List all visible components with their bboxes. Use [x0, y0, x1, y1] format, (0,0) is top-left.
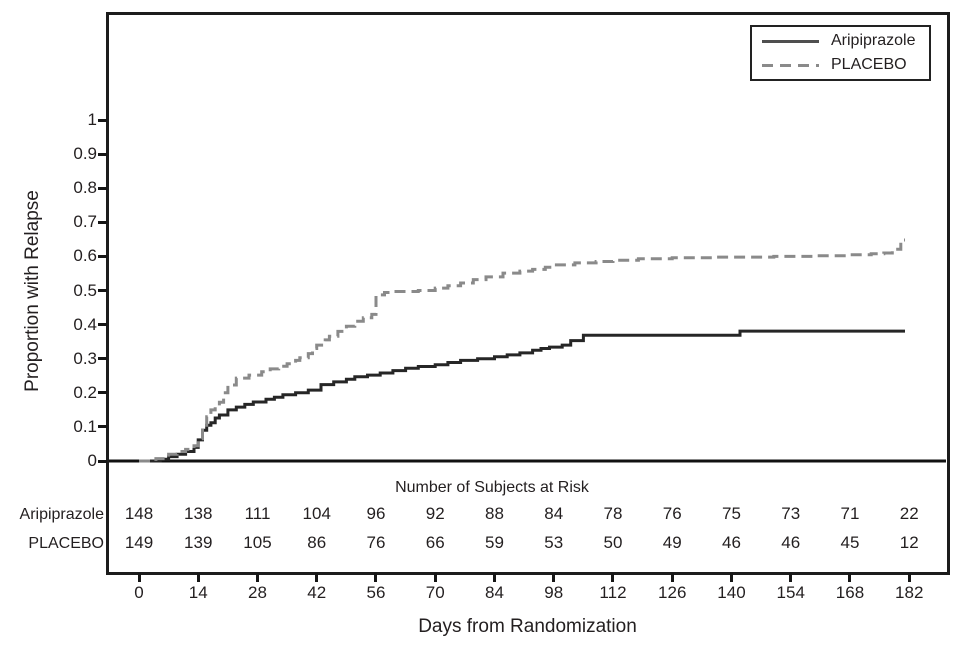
at-risk-count: 75: [722, 504, 741, 523]
at-risk-count: 138: [184, 504, 213, 523]
at-risk-count: 45: [840, 533, 860, 552]
x-tick-label: 42: [307, 583, 327, 602]
at-risk-count: 148: [124, 504, 154, 523]
x-tick-label: 28: [248, 583, 267, 602]
y-tick-mark: [98, 323, 107, 327]
at-risk-count: 46: [722, 533, 741, 552]
y-tick-mark: [98, 118, 107, 122]
y-tick-label: 0.4: [73, 314, 97, 334]
x-tick-mark: [729, 573, 733, 582]
x-tick-mark: [196, 573, 200, 582]
y-tick-label: 0.3: [73, 348, 97, 368]
x-tick-label: 168: [835, 583, 865, 602]
at-risk-count: 104: [302, 504, 331, 523]
x-tick-label: 70: [425, 583, 445, 602]
y-tick-mark: [98, 186, 107, 190]
x-tick-mark: [552, 573, 556, 582]
dashed-line-sample-icon: [762, 63, 819, 67]
y-tick-label: 0.6: [73, 246, 97, 266]
legend-label-placebo: PLACEBO: [831, 56, 907, 73]
at-risk-count: 49: [662, 533, 682, 552]
legend: Aripiprazole PLACEBO: [750, 25, 931, 81]
at-risk-count: 73: [781, 504, 801, 523]
x-tick-mark: [137, 573, 141, 582]
x-tick-label: 0: [134, 583, 144, 602]
at-risk-count: 50: [603, 533, 623, 552]
x-tick-mark: [433, 573, 437, 582]
legend-item-aripiprazole: Aripiprazole: [762, 32, 925, 50]
y-tick-mark: [98, 152, 107, 156]
x-tick-label: 182: [895, 583, 924, 602]
x-tick-mark: [492, 573, 496, 582]
at-risk-count: 59: [485, 533, 504, 552]
x-tick-label: 126: [658, 583, 687, 602]
x-tick-label: 56: [366, 583, 386, 602]
x-tick-label: 140: [717, 583, 746, 602]
y-tick-mark: [98, 357, 107, 361]
x-tick-label: 84: [485, 583, 504, 602]
x-tick-mark: [315, 573, 319, 582]
at-risk-count: 78: [603, 504, 623, 523]
y-tick-mark: [98, 220, 107, 224]
at-risk-count: 66: [425, 533, 445, 552]
at-risk-count: 53: [544, 533, 564, 552]
y-tick-label: 1: [87, 110, 97, 129]
at-risk-count: 71: [840, 504, 860, 523]
y-tick-mark: [98, 459, 107, 463]
y-tick-mark: [98, 391, 107, 395]
at-risk-count: 96: [366, 504, 386, 523]
y-tick-label: 0.7: [73, 212, 97, 232]
x-tick-mark: [374, 573, 378, 582]
at-risk-count: 46: [781, 533, 801, 552]
at-risk-count: 22: [899, 504, 919, 523]
y-tick-label: 0.2: [73, 382, 97, 402]
y-tick-label: 0.5: [73, 280, 97, 300]
at-risk-count: 76: [366, 533, 386, 552]
x-tick-label: 154: [776, 583, 805, 602]
at-risk-title: Number of Subjects at Risk: [395, 479, 589, 496]
x-tick-label: 112: [599, 583, 627, 602]
at-risk-count: 88: [485, 504, 504, 523]
at-risk-count: 111: [244, 504, 271, 523]
x-tick-label: 14: [188, 583, 208, 602]
at-risk-count: 105: [243, 533, 272, 552]
at-risk-row-label-placebo: PLACEBO: [28, 535, 104, 552]
solid-line-sample-icon: [762, 39, 819, 43]
legend-label-aripiprazole: Aripiprazole: [831, 32, 916, 49]
x-tick-mark: [670, 573, 674, 582]
y-tick-label: 0: [87, 451, 97, 470]
at-risk-count: 84: [544, 504, 564, 523]
x-tick-mark: [255, 573, 259, 582]
x-tick-mark: [789, 573, 793, 582]
y-tick-label: 0.1: [73, 416, 97, 436]
y-tick-mark: [98, 289, 107, 292]
x-axis-title: Days from Randomization: [418, 616, 637, 637]
at-risk-count: 86: [307, 533, 327, 552]
at-risk-count: 139: [184, 533, 213, 552]
at-risk-count: 76: [662, 504, 682, 523]
y-tick-mark: [98, 425, 107, 429]
at-risk-count: 92: [425, 504, 445, 523]
at-risk-row-label-aripiprazole: Aripiprazole: [19, 506, 104, 523]
x-tick-mark: [907, 573, 911, 582]
legend-item-placebo: PLACEBO: [762, 56, 925, 74]
at-risk-count: 149: [124, 533, 154, 552]
y-tick-label: 0.9: [73, 144, 97, 164]
y-tick-label: 0.8: [73, 178, 97, 198]
x-tick-mark: [848, 573, 852, 582]
at-risk-count: 12: [899, 533, 919, 552]
x-tick-label: 98: [544, 583, 564, 602]
x-tick-mark: [611, 573, 615, 582]
y-tick-mark: [98, 254, 107, 258]
